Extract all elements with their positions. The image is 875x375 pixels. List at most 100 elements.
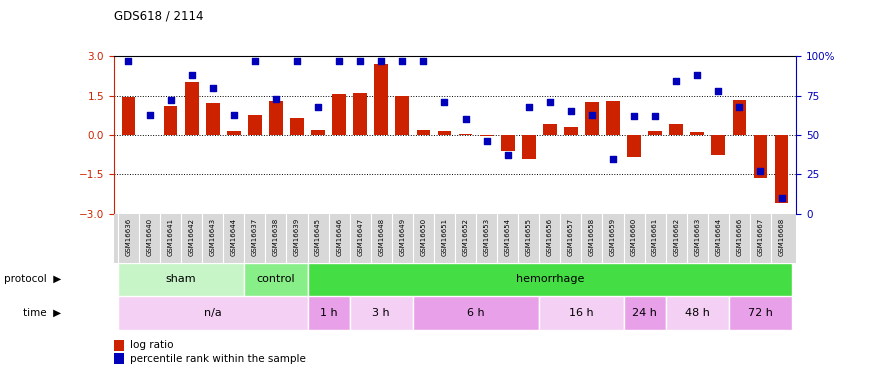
Text: GSM16641: GSM16641 <box>168 217 173 256</box>
Point <box>122 58 136 64</box>
Text: GSM16638: GSM16638 <box>273 217 279 256</box>
Point <box>164 98 178 104</box>
Bar <box>164 106 178 135</box>
Text: 24 h: 24 h <box>632 308 657 318</box>
Text: GSM16660: GSM16660 <box>631 217 637 256</box>
Bar <box>244 262 307 296</box>
Bar <box>732 99 746 135</box>
Text: 16 h: 16 h <box>569 308 594 318</box>
Bar <box>290 118 304 135</box>
Bar <box>648 131 662 135</box>
Bar <box>480 135 494 136</box>
Bar <box>539 296 624 330</box>
Text: sham: sham <box>166 274 197 284</box>
Point <box>711 88 725 94</box>
Point <box>584 111 598 117</box>
Point <box>248 58 262 64</box>
Point <box>185 72 199 78</box>
Text: 72 h: 72 h <box>748 308 773 318</box>
Bar <box>753 135 767 178</box>
Point <box>480 138 494 144</box>
Bar <box>185 82 199 135</box>
Point <box>542 99 556 105</box>
Bar <box>206 104 220 135</box>
Text: GSM16652: GSM16652 <box>463 217 468 256</box>
Bar <box>500 135 514 151</box>
Text: GSM16666: GSM16666 <box>737 217 742 256</box>
Point <box>774 195 788 201</box>
Bar <box>774 135 788 203</box>
Text: GSM16662: GSM16662 <box>673 217 679 256</box>
Text: GSM16637: GSM16637 <box>252 217 258 256</box>
Point <box>143 111 157 117</box>
Text: 3 h: 3 h <box>373 308 390 318</box>
Bar <box>307 296 350 330</box>
Point <box>396 58 410 64</box>
Text: GSM16653: GSM16653 <box>484 217 490 256</box>
Bar <box>332 94 346 135</box>
Point <box>500 153 514 159</box>
Point <box>438 99 452 105</box>
Bar <box>669 124 683 135</box>
Bar <box>543 124 556 135</box>
Bar <box>374 64 388 135</box>
Text: GSM16655: GSM16655 <box>526 217 532 256</box>
Text: 6 h: 6 h <box>467 308 485 318</box>
Text: n/a: n/a <box>204 308 221 318</box>
Bar <box>585 102 598 135</box>
Bar <box>227 131 241 135</box>
Point <box>669 78 683 84</box>
Bar <box>307 262 792 296</box>
Text: control: control <box>256 274 295 284</box>
Text: GSM16657: GSM16657 <box>568 217 574 256</box>
Point <box>416 58 430 64</box>
Bar <box>413 296 539 330</box>
Bar <box>690 132 704 135</box>
Bar <box>354 93 367 135</box>
Bar <box>118 262 244 296</box>
Point <box>269 96 283 102</box>
Text: 1 h: 1 h <box>319 308 338 318</box>
Bar <box>711 135 725 154</box>
Bar <box>438 131 452 135</box>
Point <box>332 58 346 64</box>
Text: GSM16647: GSM16647 <box>357 217 363 256</box>
Point <box>627 113 641 119</box>
Bar <box>248 115 262 135</box>
Point <box>522 104 536 110</box>
Text: GSM16668: GSM16668 <box>779 217 785 256</box>
Text: log ratio: log ratio <box>130 340 173 350</box>
Text: GSM16667: GSM16667 <box>758 217 764 256</box>
Text: hemorrhage: hemorrhage <box>515 274 584 284</box>
Text: GDS618 / 2114: GDS618 / 2114 <box>114 9 203 22</box>
Text: GSM16650: GSM16650 <box>420 217 426 256</box>
Text: GSM16656: GSM16656 <box>547 217 553 256</box>
Text: 48 h: 48 h <box>685 308 710 318</box>
Text: GSM16664: GSM16664 <box>715 217 721 256</box>
Text: percentile rank within the sample: percentile rank within the sample <box>130 354 305 363</box>
Text: GSM16639: GSM16639 <box>294 217 300 256</box>
Point <box>732 104 746 110</box>
Text: GSM16648: GSM16648 <box>378 217 384 256</box>
Bar <box>118 296 307 330</box>
Bar <box>522 135 536 159</box>
Point <box>374 58 388 64</box>
Bar <box>312 130 325 135</box>
Bar <box>122 97 136 135</box>
Point <box>227 111 241 117</box>
Text: GSM16636: GSM16636 <box>125 217 131 256</box>
Text: GSM16663: GSM16663 <box>694 217 700 256</box>
Point <box>458 116 472 122</box>
Point <box>690 72 704 78</box>
Text: GSM16659: GSM16659 <box>610 217 616 256</box>
Bar <box>350 296 413 330</box>
Point <box>206 85 220 91</box>
Bar <box>627 135 640 157</box>
Point <box>606 156 620 162</box>
Point <box>312 104 326 110</box>
Text: GSM16654: GSM16654 <box>505 217 511 256</box>
Bar <box>396 96 410 135</box>
Text: GSM16642: GSM16642 <box>189 217 195 256</box>
Bar <box>729 296 792 330</box>
Text: GSM16651: GSM16651 <box>442 217 447 256</box>
